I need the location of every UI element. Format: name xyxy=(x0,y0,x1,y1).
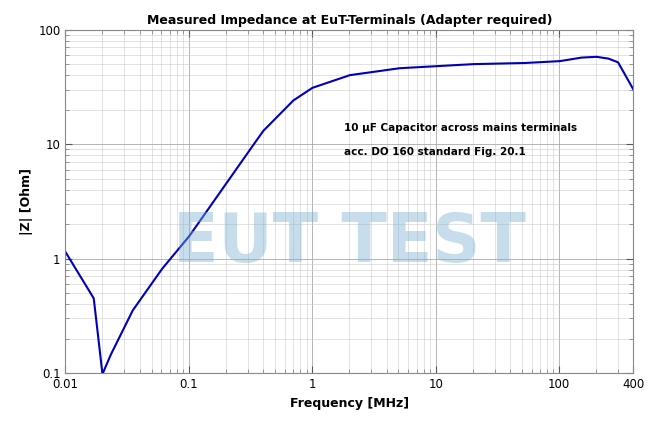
Text: acc. DO 160 standard Fig. 20.1: acc. DO 160 standard Fig. 20.1 xyxy=(343,147,526,157)
Y-axis label: |Z| [Ohm]: |Z| [Ohm] xyxy=(20,168,33,235)
Title: Measured Impedance at EuT-Terminals (Adapter required): Measured Impedance at EuT-Terminals (Ada… xyxy=(147,14,552,27)
X-axis label: Frequency [MHz]: Frequency [MHz] xyxy=(290,396,409,410)
Text: 10 μF Capacitor across mains terminals: 10 μF Capacitor across mains terminals xyxy=(343,123,577,133)
Text: EUT TEST: EUT TEST xyxy=(173,209,526,276)
